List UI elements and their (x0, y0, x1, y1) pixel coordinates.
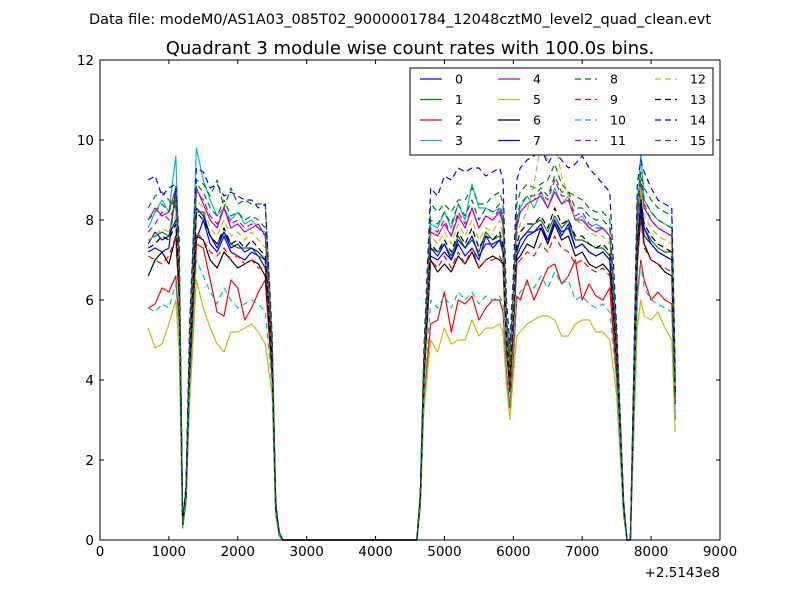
legend-label-10: 10 (610, 113, 626, 128)
x-tick-label: 1000 (152, 544, 186, 560)
legend-label-9: 9 (610, 92, 618, 107)
x-tick-label: 3000 (289, 544, 323, 560)
series-line-5 (147, 279, 676, 541)
data-file-label: Data file: modeM0/AS1A03_085T02_90000017… (89, 12, 711, 28)
series-line-12 (147, 139, 676, 541)
legend-label-3: 3 (455, 133, 463, 148)
series-line-7 (147, 199, 676, 541)
x-axis-offset-label: +2.5143e8 (645, 565, 720, 581)
y-tick-label: 6 (85, 293, 94, 309)
y-tick-label: 0 (85, 533, 94, 549)
x-tick-label: 8000 (634, 544, 668, 560)
legend-label-13: 13 (690, 92, 706, 107)
y-tick-label: 10 (77, 133, 94, 149)
legend-label-11: 11 (610, 133, 626, 148)
plot-area (147, 139, 676, 541)
x-tick-label: 4000 (358, 544, 392, 560)
legend-label-0: 0 (455, 72, 463, 87)
chart-title: Quadrant 3 module wise count rates with … (166, 38, 655, 59)
legend-box (409, 67, 714, 156)
legend-label-14: 14 (690, 113, 706, 128)
axis-ticks: 0 1000 2000 3000 4000 5000 6000 7000 8000 9000 0 2 4… (77, 53, 737, 560)
series-line-13 (147, 199, 676, 541)
y-tick-label: 4 (85, 373, 94, 389)
x-tick-label: 7000 (565, 544, 599, 560)
legend-label-12: 12 (690, 72, 706, 87)
y-tick-label: 2 (85, 453, 94, 469)
legend-label-2: 2 (455, 113, 463, 128)
legend-label-1: 1 (455, 92, 463, 107)
y-tick-label: 12 (77, 53, 94, 69)
series-line-10 (147, 259, 676, 541)
series-line-8 (147, 163, 676, 541)
y-tick-label: 8 (85, 213, 94, 229)
legend-label-8: 8 (610, 72, 618, 87)
x-tick-label: 5000 (427, 544, 461, 560)
series-line-4 (147, 183, 676, 541)
x-tick-label: 2000 (221, 544, 255, 560)
x-tick-label: 0 (96, 544, 105, 560)
legend-label-6: 6 (533, 113, 541, 128)
legend-label-5: 5 (533, 92, 541, 107)
series-line-6 (147, 215, 676, 541)
legend-label-15: 15 (690, 133, 706, 148)
legend-label-4: 4 (533, 72, 541, 87)
legend-label-7: 7 (533, 133, 541, 148)
series-line-9 (147, 219, 676, 541)
x-tick-label: 9000 (703, 544, 737, 560)
series-line-2 (147, 243, 676, 541)
x-tick-label: 6000 (496, 544, 530, 560)
series-line-15 (147, 175, 676, 541)
series-line-11 (147, 179, 676, 541)
